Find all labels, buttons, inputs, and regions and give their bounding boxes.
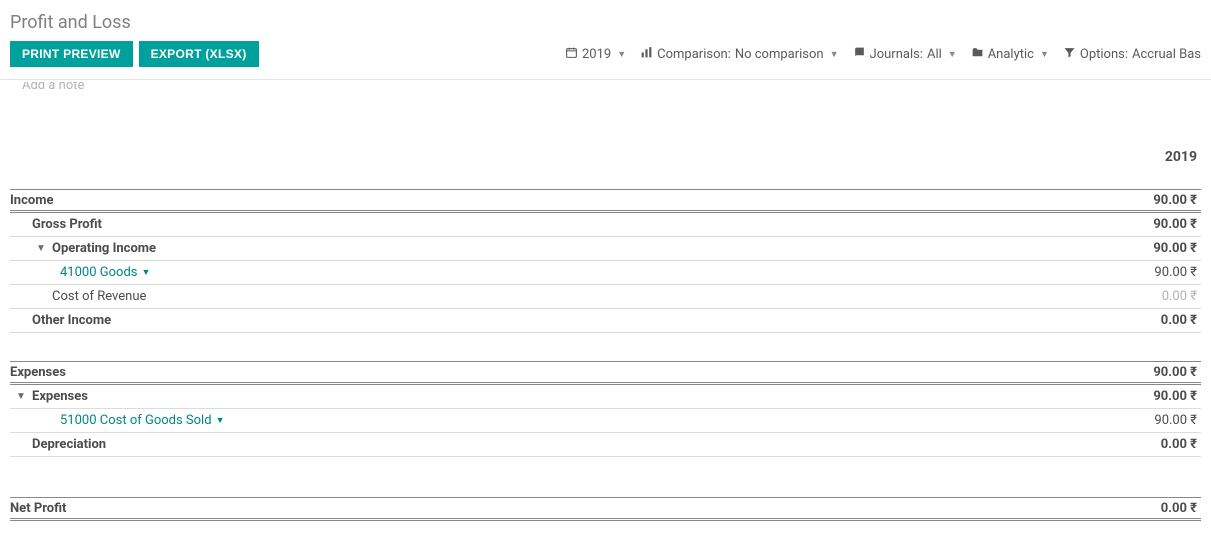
expenses-section: Expenses90.00 ₹▼Expenses90.00 ₹51000 Cos…	[10, 361, 1201, 457]
row-label[interactable]: ▼Operating Income	[10, 241, 1153, 256]
row-label-text: Depreciation	[32, 437, 106, 452]
filter-bar: 2019 ▼ Comparison: No comparison ▼ Journ…	[565, 46, 1201, 63]
expand-toggle-icon[interactable]: ▼	[36, 243, 50, 254]
report-row: Other Income 0.00 ₹	[10, 309, 1201, 333]
row-value: 90.00 ₹	[1154, 265, 1197, 280]
toolbar-separator	[0, 79, 1211, 80]
row-label-text: Gross Profit	[32, 217, 102, 232]
row-value: 0.00 ₹	[1161, 437, 1197, 452]
row-label: Other Income	[10, 313, 1161, 328]
expenses-header-label: Expenses	[10, 365, 1153, 380]
export-xlsx-button[interactable]: EXPORT (XLSX)	[139, 41, 259, 67]
comparison-label: Comparison:	[657, 47, 731, 62]
comparison-value: No comparison	[735, 47, 824, 62]
analytic-filter[interactable]: Analytic ▼	[971, 46, 1049, 63]
journals-value: All	[927, 47, 942, 62]
net-profit-row: Net Profit 0.00 ₹	[10, 497, 1201, 521]
row-label: Cost of Revenue	[10, 289, 1162, 304]
report-row: 51000 Cost of Goods Sold ▼ 90.00 ₹	[10, 409, 1201, 433]
print-preview-button[interactable]: PRINT PREVIEW	[10, 41, 133, 67]
caret-down-icon: ▼	[1040, 49, 1049, 60]
row-value: 90.00 ₹	[1153, 241, 1197, 256]
toolbar: PRINT PREVIEW EXPORT (XLSX) 2019 ▼ Compa…	[0, 41, 1211, 79]
add-note-input[interactable]: Add a note	[10, 82, 1201, 97]
expenses-header-value: 90.00 ₹	[1153, 365, 1197, 380]
row-label[interactable]: 51000 Cost of Goods Sold ▼	[10, 413, 1154, 428]
report-scroll-area[interactable]: Add a note 2019 Income90.00 ₹Gross Profi…	[0, 82, 1211, 537]
caret-down-icon: ▼	[948, 49, 957, 60]
journals-filter[interactable]: Journals: All ▼	[853, 46, 957, 63]
row-label-text: Expenses	[32, 389, 88, 404]
options-label: Options:	[1080, 47, 1128, 62]
row-label-text: Other Income	[32, 313, 111, 328]
row-value: 0.00 ₹	[1162, 289, 1197, 304]
caret-down-icon: ▼	[216, 415, 225, 426]
page-title: Profit and Loss	[0, 0, 1211, 41]
income-header-label: Income	[10, 193, 1153, 208]
report-row: Depreciation 0.00 ₹	[10, 433, 1201, 457]
row-label[interactable]: ▼Expenses	[10, 389, 1153, 404]
journals-label: Journals:	[870, 47, 923, 62]
caret-down-icon: ▼	[141, 267, 150, 278]
row-value: 90.00 ₹	[1153, 217, 1197, 232]
expand-toggle-icon[interactable]: ▼	[16, 391, 30, 402]
filter-icon	[1063, 46, 1076, 63]
row-value: 90.00 ₹	[1153, 389, 1197, 404]
options-filter[interactable]: Options: Accrual Bas	[1063, 46, 1201, 63]
analytic-label: Analytic	[988, 47, 1034, 62]
report-row: Gross Profit 90.00 ₹	[10, 213, 1201, 237]
row-label-text: Operating Income	[52, 241, 156, 256]
row-label: Depreciation	[10, 437, 1161, 452]
report-row: 41000 Goods ▼ 90.00 ₹	[10, 261, 1201, 285]
net-profit-label: Net Profit	[10, 501, 1161, 516]
expenses-header-row: Expenses90.00 ₹	[10, 361, 1201, 385]
column-header: 2019	[1165, 149, 1197, 165]
net-profit-value: 0.00 ₹	[1161, 501, 1197, 516]
row-value: 0.00 ₹	[1161, 313, 1197, 328]
report-row: ▼Expenses90.00 ₹	[10, 385, 1201, 409]
row-label: Gross Profit	[10, 217, 1153, 232]
income-header-value: 90.00 ₹	[1153, 193, 1197, 208]
period-filter[interactable]: 2019 ▼	[565, 46, 626, 63]
comparison-filter[interactable]: Comparison: No comparison ▼	[640, 46, 838, 63]
options-value: Accrual Bas	[1132, 47, 1201, 62]
book-icon	[853, 46, 866, 63]
account-link[interactable]: 41000 Goods ▼	[60, 265, 150, 280]
column-header-row: 2019	[10, 97, 1201, 171]
row-label[interactable]: 41000 Goods ▼	[10, 265, 1154, 280]
row-value: 90.00 ₹	[1154, 413, 1197, 428]
account-link[interactable]: 51000 Cost of Goods Sold ▼	[60, 413, 224, 428]
income-header-row: Income90.00 ₹	[10, 189, 1201, 213]
caret-down-icon: ▼	[830, 49, 839, 60]
caret-down-icon: ▼	[617, 49, 626, 60]
period-value: 2019	[582, 47, 611, 62]
income-section: Income90.00 ₹Gross Profit90.00 ₹▼Operati…	[10, 189, 1201, 333]
row-label-text: Cost of Revenue	[52, 289, 146, 304]
account-link-text: 51000 Cost of Goods Sold	[60, 413, 212, 428]
folder-icon	[971, 46, 984, 63]
net-profit-section: Net Profit 0.00 ₹	[10, 497, 1201, 521]
report-row: Cost of Revenue 0.00 ₹	[10, 285, 1201, 309]
calendar-icon	[565, 46, 578, 63]
report-row: ▼Operating Income90.00 ₹	[10, 237, 1201, 261]
account-link-text: 41000 Goods	[60, 265, 137, 280]
bar-chart-icon	[640, 46, 653, 63]
